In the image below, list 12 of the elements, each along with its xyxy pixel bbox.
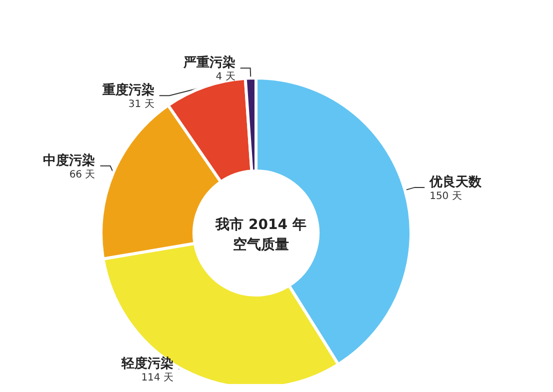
data-label: 150 天 [430, 190, 462, 202]
text: 我市 2014 年 [214, 216, 306, 233]
data-label: 4 天 [216, 72, 236, 83]
text: 空气质量 [233, 236, 289, 253]
slice-label: 优良天数 [428, 174, 483, 190]
slice-label: 重度污染 [101, 82, 154, 98]
slice-label: 中度污染 [43, 152, 96, 168]
data-label: 31 天 [128, 99, 154, 110]
data-label: 66 天 [69, 169, 96, 180]
data-label: 114 天 [141, 372, 174, 384]
slice-label: 轻度污染 [120, 356, 174, 372]
slice-label: 严重污染 [182, 54, 236, 71]
